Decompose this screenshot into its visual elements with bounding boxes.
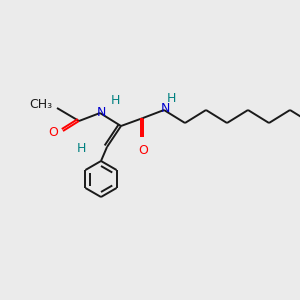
Text: H: H: [76, 142, 86, 154]
Text: N: N: [96, 106, 106, 118]
Text: O: O: [48, 125, 58, 139]
Text: O: O: [138, 144, 148, 157]
Text: H: H: [111, 94, 120, 107]
Text: H: H: [167, 92, 176, 104]
Text: CH₃: CH₃: [29, 98, 52, 112]
Text: N: N: [160, 103, 170, 116]
